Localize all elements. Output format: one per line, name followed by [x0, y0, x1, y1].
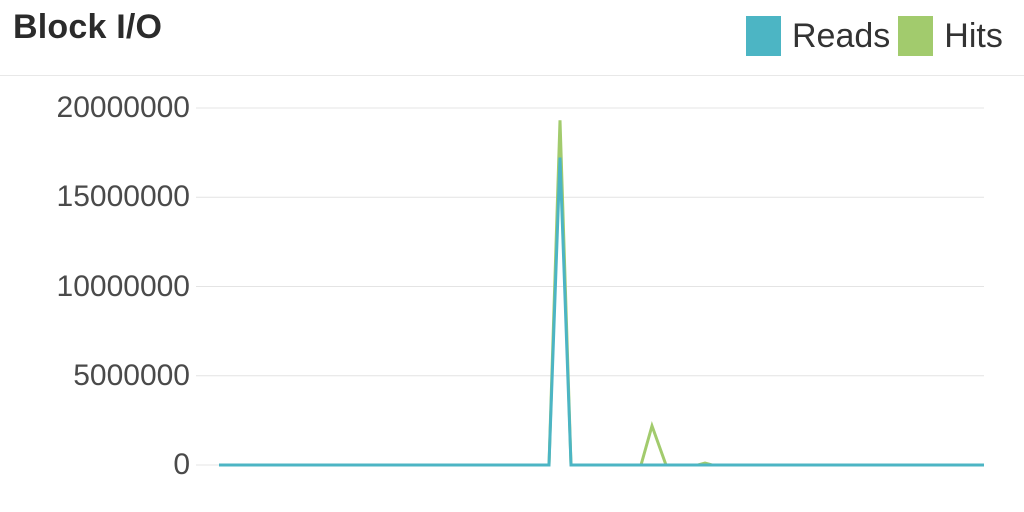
- svg-text:10000000: 10000000: [57, 270, 190, 303]
- svg-text:5000000: 5000000: [73, 359, 190, 392]
- svg-text:20000000: 20000000: [57, 91, 190, 124]
- svg-text:0: 0: [173, 448, 190, 481]
- svg-text:15000000: 15000000: [57, 180, 190, 213]
